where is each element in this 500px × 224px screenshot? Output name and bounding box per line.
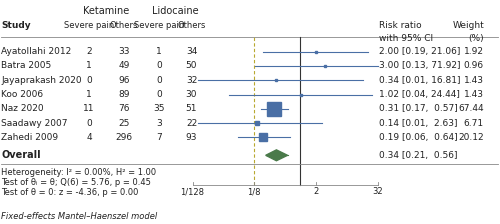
Text: 1.43: 1.43 xyxy=(464,76,484,85)
Text: 0.96: 0.96 xyxy=(464,61,484,71)
Text: 0: 0 xyxy=(156,90,162,99)
Text: 4: 4 xyxy=(86,133,92,142)
Text: 49: 49 xyxy=(118,61,130,71)
Text: Overall: Overall xyxy=(1,150,40,160)
Text: 2: 2 xyxy=(313,187,318,196)
Text: Koo 2006: Koo 2006 xyxy=(1,90,43,99)
Text: 1: 1 xyxy=(86,61,92,71)
Text: 1.02 [0.04, 24.44]: 1.02 [0.04, 24.44] xyxy=(379,90,460,99)
Text: Fixed-effects Mantel–Haenszel model: Fixed-effects Mantel–Haenszel model xyxy=(1,212,157,221)
Text: Heterogeneity: I² = 0.00%, H² = 1.00: Heterogeneity: I² = 0.00%, H² = 1.00 xyxy=(1,168,156,177)
Polygon shape xyxy=(266,150,287,161)
Text: 0: 0 xyxy=(86,119,92,128)
Text: 1: 1 xyxy=(156,47,162,56)
Text: 0: 0 xyxy=(86,76,92,85)
Text: Saadawy 2007: Saadawy 2007 xyxy=(1,119,68,128)
Text: 7: 7 xyxy=(156,133,162,142)
Text: 50: 50 xyxy=(186,61,197,71)
Text: 32: 32 xyxy=(372,187,383,196)
Text: 32: 32 xyxy=(186,76,197,85)
Text: 0.14 [0.01,  2.63]: 0.14 [0.01, 2.63] xyxy=(379,119,458,128)
Text: 1.43: 1.43 xyxy=(464,90,484,99)
Text: Ketamine: Ketamine xyxy=(84,6,130,16)
Text: 0.34 [0.01, 16.81]: 0.34 [0.01, 16.81] xyxy=(379,76,460,85)
Text: with 95% CI: with 95% CI xyxy=(379,34,433,43)
Text: 51: 51 xyxy=(186,104,197,113)
Text: 30: 30 xyxy=(186,90,197,99)
Text: Lidocaine: Lidocaine xyxy=(152,6,198,16)
Text: 0.34 [0.21,  0.56]: 0.34 [0.21, 0.56] xyxy=(379,151,458,160)
Text: Naz 2020: Naz 2020 xyxy=(1,104,43,113)
Text: 33: 33 xyxy=(118,47,130,56)
Text: Batra 2005: Batra 2005 xyxy=(1,61,51,71)
Text: 34: 34 xyxy=(186,47,197,56)
Text: 1/8: 1/8 xyxy=(248,187,261,196)
Text: 3: 3 xyxy=(156,119,162,128)
Text: 76: 76 xyxy=(118,104,130,113)
Text: Severe pain: Severe pain xyxy=(64,21,114,30)
Text: 96: 96 xyxy=(118,76,130,85)
Text: Study: Study xyxy=(1,21,30,30)
Text: Weight: Weight xyxy=(452,21,484,30)
Text: 0.19 [0.06,  0.64]: 0.19 [0.06, 0.64] xyxy=(379,133,458,142)
Text: 2.00 [0.19, 21.06]: 2.00 [0.19, 21.06] xyxy=(379,47,460,56)
Text: 1/128: 1/128 xyxy=(180,187,204,196)
Text: 1.92: 1.92 xyxy=(464,47,484,56)
Text: Zahedi 2009: Zahedi 2009 xyxy=(1,133,58,142)
Text: Severe pain: Severe pain xyxy=(134,21,184,30)
Text: Test of θ = 0: z = -4.36, p = 0.00: Test of θ = 0: z = -4.36, p = 0.00 xyxy=(1,188,138,197)
Text: 93: 93 xyxy=(186,133,197,142)
Text: (%): (%) xyxy=(468,34,484,43)
Text: 1: 1 xyxy=(86,90,92,99)
Text: 22: 22 xyxy=(186,119,197,128)
Text: 89: 89 xyxy=(118,90,130,99)
Text: 20.12: 20.12 xyxy=(458,133,484,142)
Text: 11: 11 xyxy=(83,104,95,113)
Text: 296: 296 xyxy=(116,133,132,142)
Text: Test of θᵢ = θ; Q(6) = 5.76, p = 0.45: Test of θᵢ = θ; Q(6) = 5.76, p = 0.45 xyxy=(1,178,151,187)
Text: 67.44: 67.44 xyxy=(458,104,484,113)
Text: 3.00 [0.13, 71.92]: 3.00 [0.13, 71.92] xyxy=(379,61,460,71)
Text: 2: 2 xyxy=(86,47,92,56)
Text: Risk ratio: Risk ratio xyxy=(379,21,422,30)
Text: Others: Others xyxy=(110,21,138,30)
Text: Ayatollahi 2012: Ayatollahi 2012 xyxy=(1,47,72,56)
Text: 0.31 [0.17,  0.57]: 0.31 [0.17, 0.57] xyxy=(379,104,458,113)
Text: 25: 25 xyxy=(118,119,130,128)
Text: 0: 0 xyxy=(156,76,162,85)
Text: Others: Others xyxy=(178,21,206,30)
Text: Jayaprakash 2020: Jayaprakash 2020 xyxy=(1,76,82,85)
Text: 0: 0 xyxy=(156,61,162,71)
Text: 6.71: 6.71 xyxy=(464,119,484,128)
Text: 35: 35 xyxy=(153,104,165,113)
